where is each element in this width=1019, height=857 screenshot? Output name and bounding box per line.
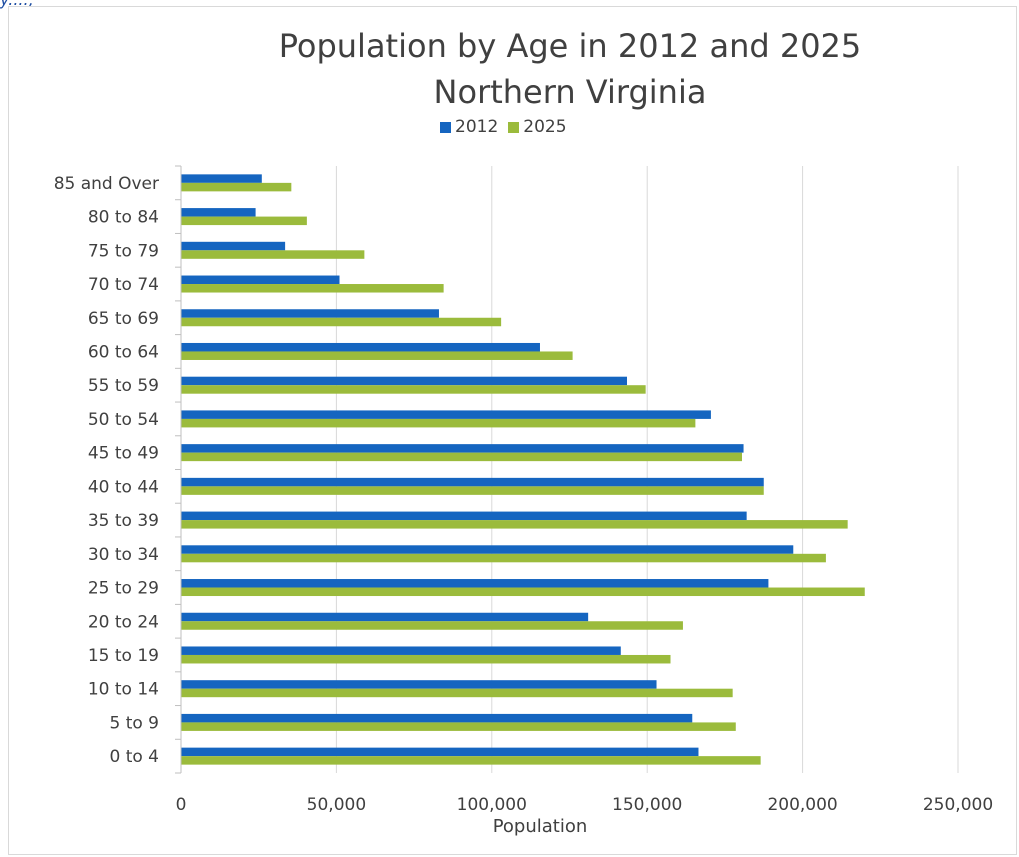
bar-2012-65-to-69 xyxy=(181,309,439,318)
bar-2025-35-to-39 xyxy=(181,520,848,529)
bar-2012-85-and-over xyxy=(181,174,262,183)
bar-2012-75-to-79 xyxy=(181,241,286,251)
y-tick-label-85-and-over: 85 and Over xyxy=(54,174,159,194)
y-tick-label-50-to-54: 50 to 54 xyxy=(88,410,159,430)
legend-item-2025: 2025 xyxy=(508,117,567,137)
y-tick-label-45-to-49: 45 to 49 xyxy=(88,444,159,464)
bar-2012-15-to-19 xyxy=(181,646,621,655)
y-tick-label-20-to-24: 20 to 24 xyxy=(88,612,159,632)
bar-2025-25-to-29 xyxy=(181,587,865,597)
bar-2012-80-to-84 xyxy=(181,208,256,217)
bar-2025-15-to-19 xyxy=(181,654,671,664)
x-tick-label-4: 200,000 xyxy=(767,795,837,815)
x-tick-label-1: 50,000 xyxy=(307,795,366,815)
legend-label-2025: 2025 xyxy=(523,117,567,137)
x-tick-label-0: 0 xyxy=(176,795,187,815)
legend-item-2012: 2012 xyxy=(440,117,498,137)
bar-2012-0-to-4 xyxy=(181,747,699,757)
chart-title: Population by Age in 2012 and 2025 xyxy=(278,27,862,65)
bar-2012-20-to-24 xyxy=(181,612,589,622)
header-fragment: y...., xyxy=(0,0,34,9)
y-tick-label-70-to-74: 70 to 74 xyxy=(88,275,159,295)
bar-2025-40-to-44 xyxy=(181,486,764,495)
bar-2012-40-to-44 xyxy=(181,477,764,487)
bar-2012-30-to-34 xyxy=(181,545,794,554)
bar-2025-75-to-79 xyxy=(181,250,365,259)
chart-legend: 2012 2025 xyxy=(440,117,577,137)
bar-2012-50-to-54 xyxy=(181,410,711,419)
bar-2012-55-to-59 xyxy=(181,376,627,386)
bar-2025-5-to-9 xyxy=(181,722,736,731)
y-tick-label-5-to-9: 5 to 9 xyxy=(109,713,159,733)
y-tick-label-40-to-44: 40 to 44 xyxy=(88,477,159,497)
y-tick-label-0-to-4: 0 to 4 xyxy=(109,747,159,767)
bar-2012-60-to-64 xyxy=(181,342,540,352)
y-tick-label-75-to-79: 75 to 79 xyxy=(88,241,159,261)
legend-swatch-2025 xyxy=(508,121,520,133)
bar-2025-65-to-69 xyxy=(181,317,502,327)
bar-2025-85-and-over xyxy=(181,182,292,192)
x-axis-title: Population xyxy=(492,816,588,837)
y-tick-label-60-to-64: 60 to 64 xyxy=(88,342,159,362)
legend-swatch-2012 xyxy=(440,121,451,133)
bar-2025-50-to-54 xyxy=(181,418,696,428)
bar-2012-25-to-29 xyxy=(181,579,769,588)
bar-2012-45-to-49 xyxy=(181,444,744,453)
y-tick-label-10-to-14: 10 to 14 xyxy=(88,680,159,700)
chart-subtitle: Northern Virginia xyxy=(433,73,707,111)
y-tick-label-25-to-29: 25 to 29 xyxy=(88,579,159,599)
bar-2025-55-to-59 xyxy=(181,385,646,394)
y-tick-label-15-to-19: 15 to 19 xyxy=(88,646,159,666)
chart-area xyxy=(8,6,1017,855)
bar-2025-0-to-4 xyxy=(181,756,761,765)
bar-2025-80-to-84 xyxy=(181,216,307,226)
bar-2012-70-to-74 xyxy=(181,275,340,285)
bar-2025-70-to-74 xyxy=(181,284,444,293)
y-tick-label-30-to-34: 30 to 34 xyxy=(88,545,159,565)
legend-label-2012: 2012 xyxy=(455,117,499,137)
y-tick-label-80-to-84: 80 to 84 xyxy=(88,208,159,228)
bar-2012-35-to-39 xyxy=(181,511,747,521)
x-tick-label-2: 100,000 xyxy=(457,795,527,815)
y-tick-label-65-to-69: 65 to 69 xyxy=(88,309,159,329)
bar-2025-45-to-49 xyxy=(181,452,742,462)
bar-2025-30-to-34 xyxy=(181,553,826,563)
y-tick-label-35-to-39: 35 to 39 xyxy=(88,511,159,531)
bar-2025-20-to-24 xyxy=(181,621,683,630)
x-tick-label-3: 150,000 xyxy=(612,795,682,815)
bar-2025-10-to-14 xyxy=(181,688,733,698)
y-tick-label-55-to-59: 55 to 59 xyxy=(88,376,159,396)
bar-2012-10-to-14 xyxy=(181,680,657,689)
bar-2025-60-to-64 xyxy=(181,351,573,360)
x-tick-label-5: 250,000 xyxy=(923,795,993,815)
bar-2012-5-to-9 xyxy=(181,713,693,723)
